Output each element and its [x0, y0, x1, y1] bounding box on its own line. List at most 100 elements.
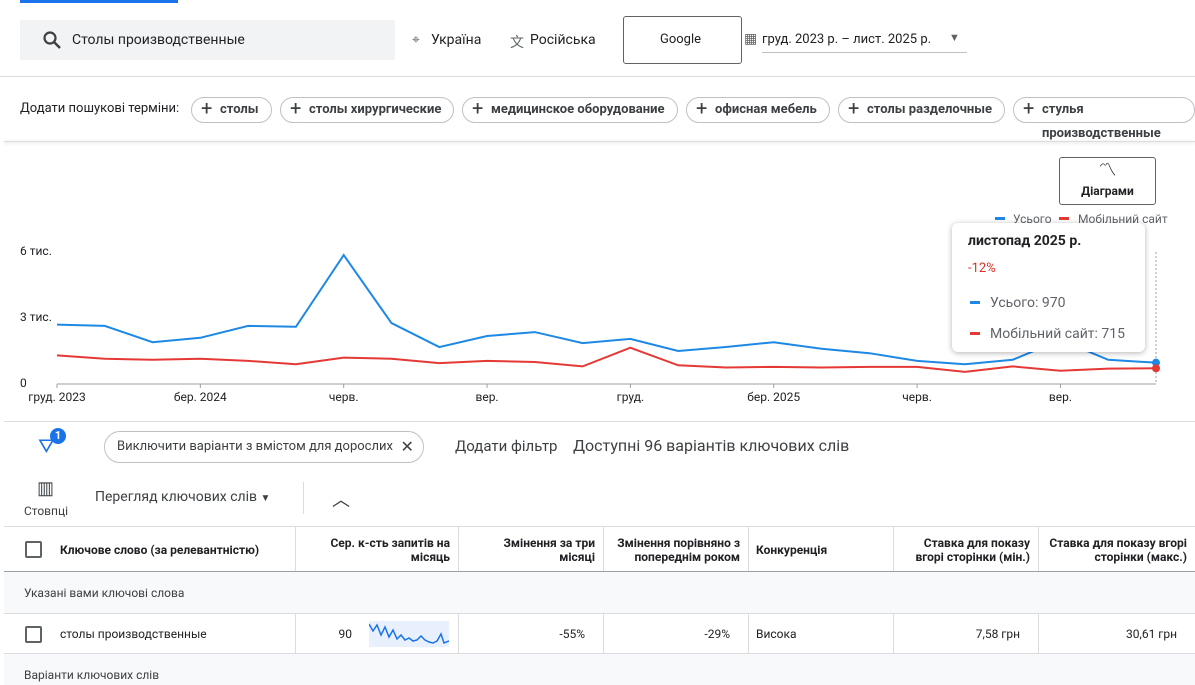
filter-chip-label: Виключити варіанти з вмістом для доросли…: [117, 439, 393, 454]
calendar-icon: ▦: [744, 31, 758, 47]
series-line: [56, 346, 1157, 373]
filter-chip[interactable]: Виключити варіанти з вмістом для доросли…: [104, 431, 424, 463]
tooltip-title: листопад 2025 р.: [968, 233, 1082, 249]
columns-icon[interactable]: ▥: [37, 478, 55, 499]
divider: [4, 421, 1195, 422]
tooltip-swatch: [970, 332, 980, 335]
pin-icon: ⌖: [412, 32, 420, 48]
column-header[interactable]: Конкуренція: [756, 542, 828, 557]
header-line: [4, 526, 1195, 527]
x-tick-label: груд.: [617, 390, 644, 404]
hover-point: [1152, 364, 1160, 373]
column-header[interactable]: Ставка для показу вгорі сторінки (мін.): [915, 535, 1030, 564]
divider: [4, 141, 1195, 142]
divider: [303, 482, 304, 514]
search-query[interactable]: Столы производственные: [72, 32, 245, 48]
column-header[interactable]: Змінення за три місяці: [503, 535, 596, 564]
column-header[interactable]: Сер. к-сть запитів на місяць: [330, 535, 450, 564]
col-divider: [1038, 613, 1039, 654]
table-cell: -29%: [704, 626, 730, 641]
divider: [0, 76, 1195, 77]
location[interactable]: Україна: [431, 32, 482, 48]
group-row: [4, 654, 1195, 685]
col-divider: [603, 613, 604, 654]
x-tick-label: черв.: [329, 390, 359, 404]
col-divider: [295, 527, 296, 571]
table-cell: 90: [338, 626, 353, 641]
legend-swatch: [1059, 217, 1069, 220]
summary: Доступні 96 варіантів ключових слів: [573, 436, 850, 455]
table-cell: 30,61 грн: [1125, 626, 1177, 641]
column-header[interactable]: Ключове слово (за релевантністю): [60, 542, 260, 557]
col-divider: [893, 527, 894, 571]
lang-icon: 文: [510, 35, 524, 51]
term-chip[interactable]: столы: [191, 96, 272, 123]
col-divider: [893, 613, 894, 654]
col-divider: [295, 613, 296, 654]
group-row: [4, 572, 1195, 614]
charts-button[interactable]: 〽 Діаграми: [1059, 157, 1156, 205]
column-header[interactable]: Ставка для показу вгорі сторінки (макс.): [1049, 535, 1187, 564]
col-divider: [458, 527, 459, 571]
suggest-label: Додати пошукові терміни:: [20, 101, 180, 116]
table-cell: 7,58 грн: [975, 626, 1020, 641]
network[interactable]: Google: [660, 32, 702, 47]
legend-label: Усього: [1013, 212, 1052, 226]
table-cell: -55%: [559, 626, 585, 641]
y-tick-label: 0: [20, 376, 27, 390]
network-box[interactable]: [623, 16, 742, 64]
col-divider: [748, 613, 749, 654]
language[interactable]: Російська: [530, 32, 596, 48]
filter-badge: 1: [50, 428, 66, 444]
term-chip[interactable]: столы хирургические: [280, 96, 455, 123]
tooltip-change: -12%: [968, 261, 996, 276]
x-tick-label: вер.: [1049, 390, 1072, 404]
col-divider: [1038, 527, 1039, 571]
hover-point: [1152, 358, 1160, 367]
checkbox[interactable]: [25, 626, 42, 643]
row-line: [4, 653, 1195, 654]
charts-button-label: Діаграми: [1081, 184, 1134, 198]
sparkline-svg: [368, 623, 450, 644]
search-icon: [43, 31, 61, 49]
header-line: [4, 571, 1195, 572]
term-chip[interactable]: медицинское оборудование: [462, 96, 678, 123]
sparkline: [368, 621, 450, 647]
search-box[interactable]: [20, 20, 395, 60]
chart: 0 3 тис. 6 тис. груд. 2023 бер. 2024 черв. вер…: [20, 212, 1168, 404]
date-range[interactable]: груд. 2023 р. – лист. 2025 р.: [762, 32, 967, 53]
x-tick-label: бер. 2025: [747, 390, 800, 404]
term-chip[interactable]: столы разделочные: [838, 96, 1006, 123]
columns-label[interactable]: Стовпці: [24, 504, 68, 518]
legend-label: Мобільний сайт: [1078, 212, 1168, 226]
table-cell: Висока: [756, 626, 797, 641]
col-divider: [458, 613, 459, 654]
checkbox[interactable]: [25, 541, 42, 558]
col-divider: [603, 527, 604, 571]
tooltip-line: Мобільний сайт: 715: [990, 326, 1125, 342]
y-tick-label: 3 тис.: [20, 310, 52, 324]
collapse[interactable]: ︿: [332, 490, 350, 511]
term-chip[interactable]: офисная мебель: [686, 96, 830, 123]
tooltip-line: Усього: 970: [990, 295, 1066, 311]
legend-swatch: [995, 217, 1005, 220]
view-label: Перегляд ключових слів: [95, 489, 258, 505]
term-chip[interactable]: стулья производственные: [1013, 96, 1195, 141]
column-header[interactable]: Змінення порівняно з попереднім роком: [617, 535, 740, 564]
series-line: [56, 253, 1157, 366]
x-tick-label: груд. 2023: [28, 390, 85, 404]
add-filter[interactable]: Додати фільтр: [455, 437, 558, 455]
dropdown-arrow[interactable]: ▼: [949, 31, 960, 44]
tooltip: листопад 2025 р. -12% Усього: 970 Мобіль…: [952, 223, 1145, 352]
tab-indicator: [20, 0, 178, 3]
x-tick-label: вер.: [475, 390, 498, 404]
view-select[interactable]: Перегляд ключових слів ▼: [95, 489, 271, 505]
x-tick-label: бер. 2024: [174, 390, 227, 404]
group-title: Указані вами ключові слова: [24, 585, 185, 600]
group-title: Варіанти ключових слів: [24, 667, 160, 682]
x-tick-label: черв.: [902, 390, 932, 404]
col-divider: [748, 527, 749, 571]
tooltip-swatch: [970, 301, 980, 304]
y-tick-label: 6 тис.: [20, 244, 52, 258]
